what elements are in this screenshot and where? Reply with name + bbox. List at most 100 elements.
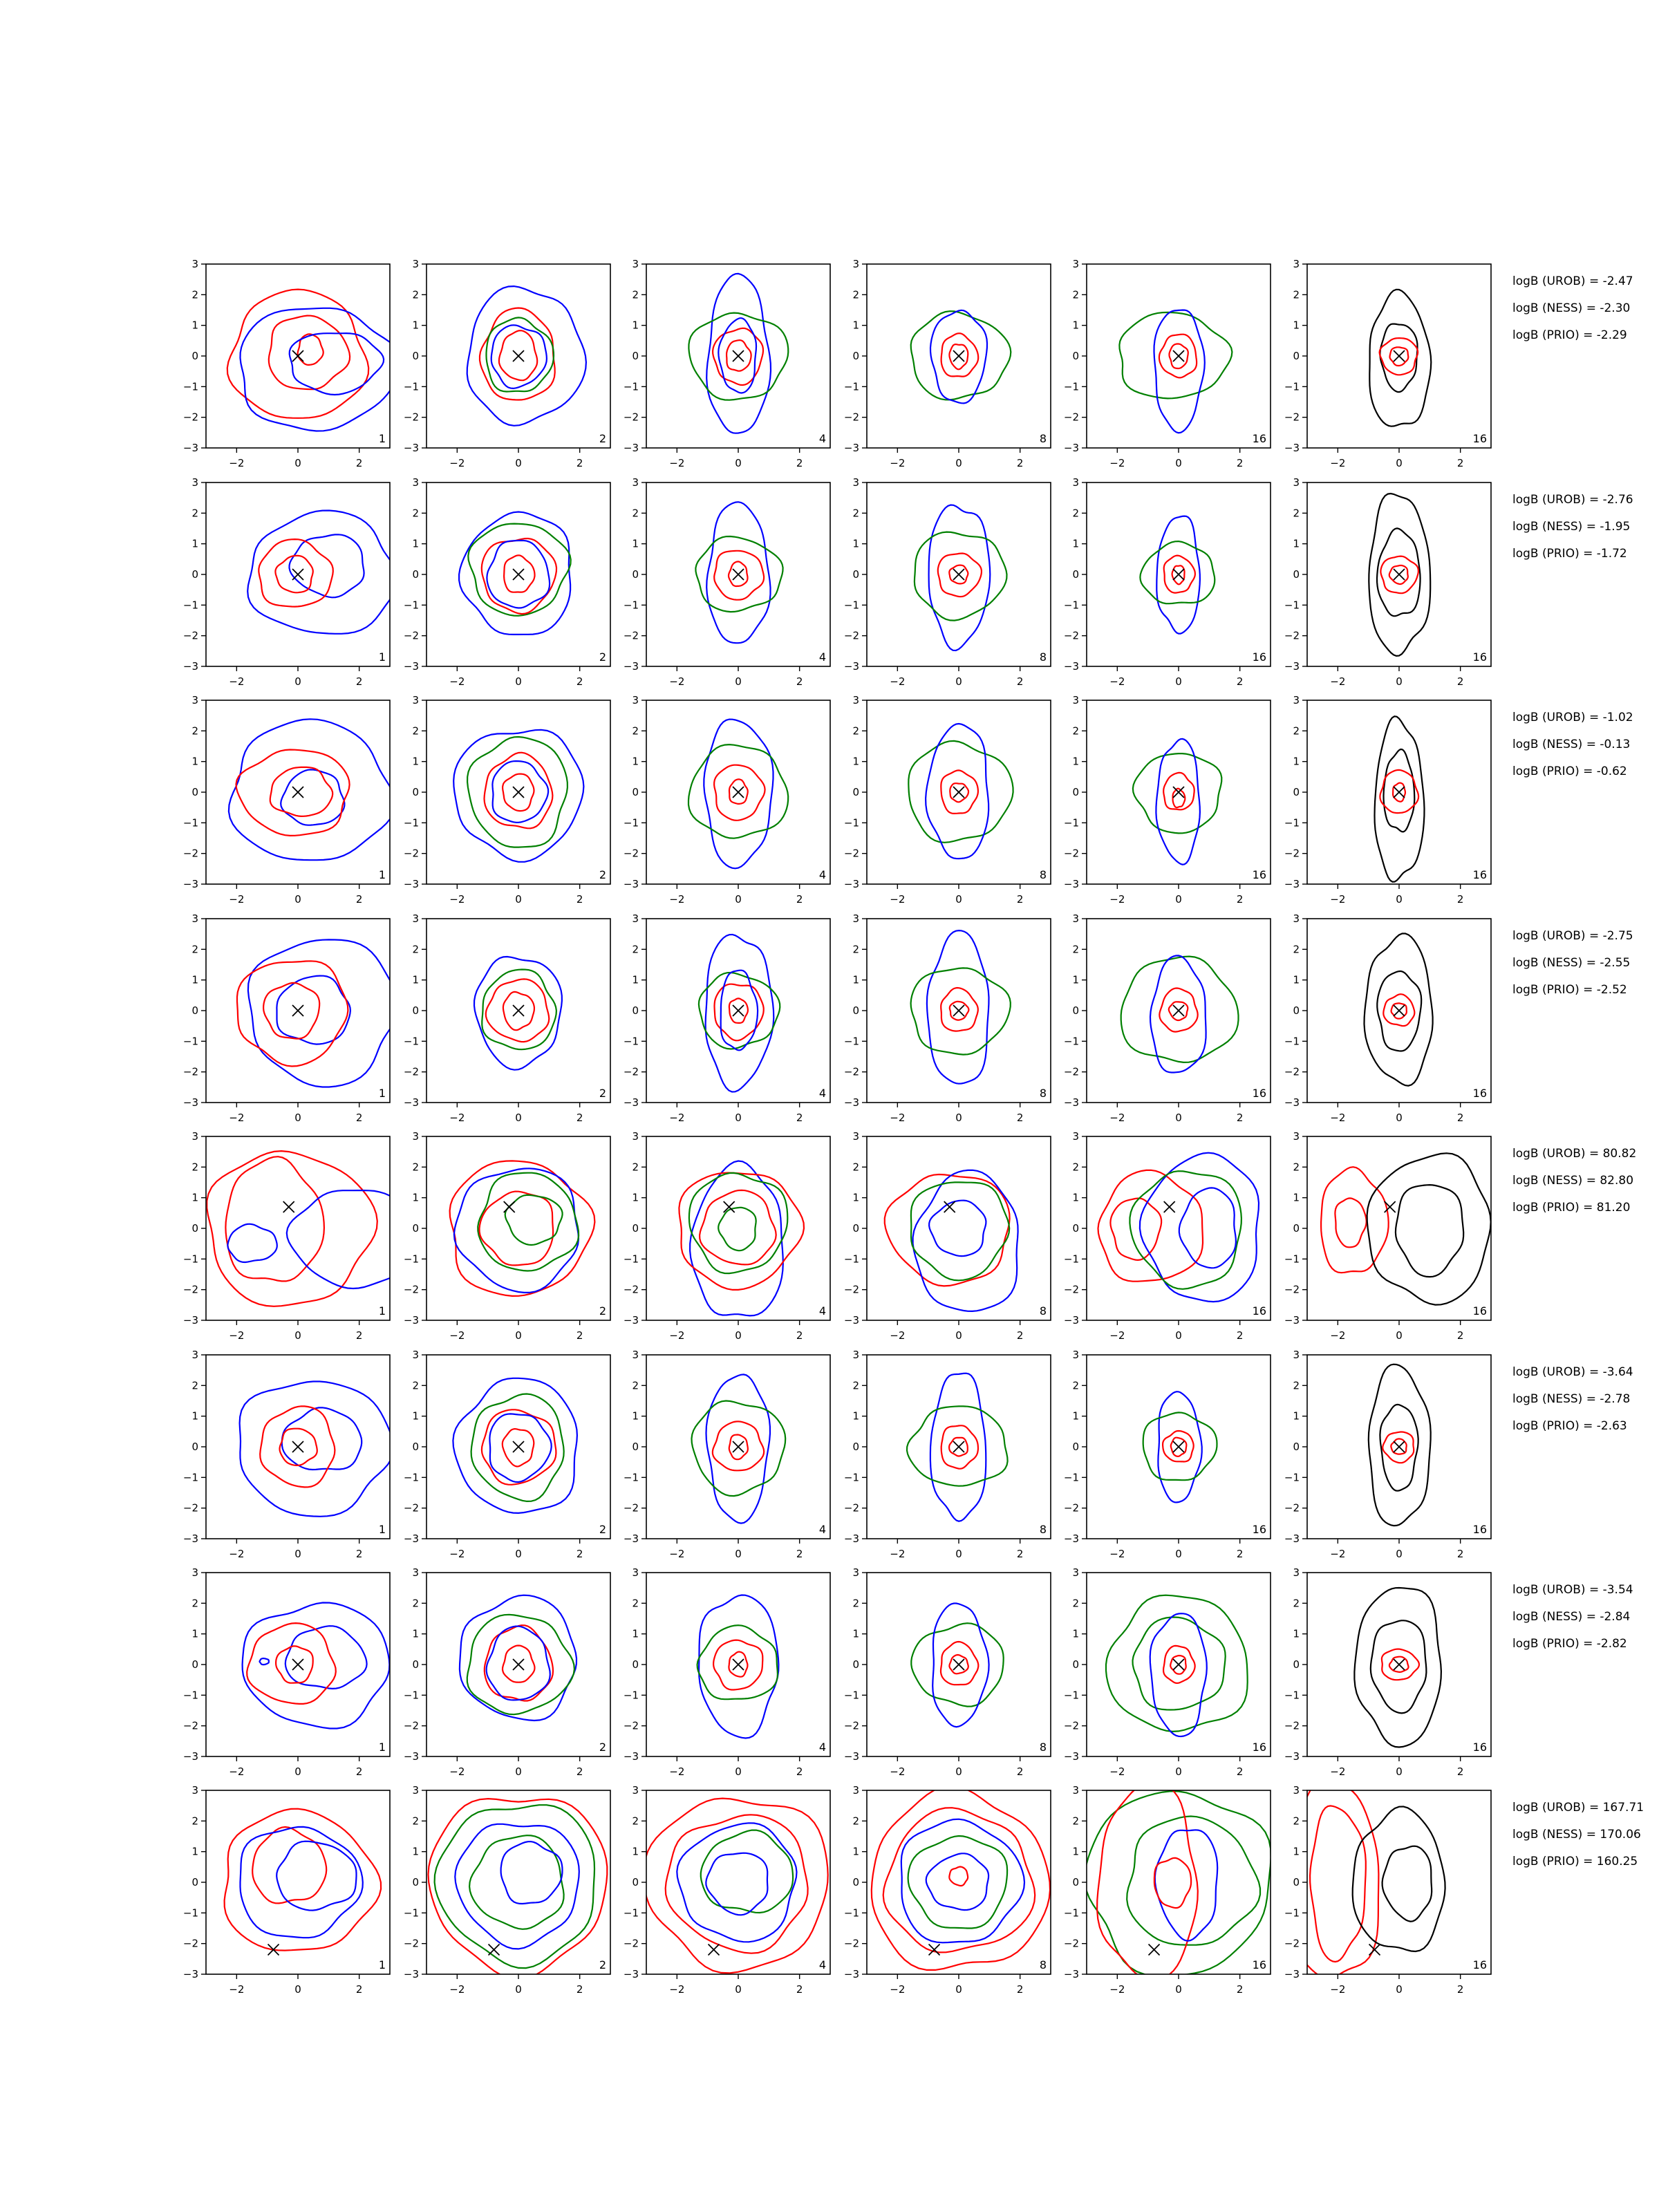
contour-group <box>1087 1790 1271 1974</box>
x-tick-label: 0 <box>515 675 522 688</box>
y-tick-label: −2 <box>404 411 419 424</box>
contour-group <box>883 1169 1019 1313</box>
x-tick-label: 2 <box>1017 1329 1024 1342</box>
marker-x <box>1147 1943 1161 1956</box>
contour-line-red <box>1170 1436 1188 1458</box>
x-tick-label: 0 <box>955 1983 962 1996</box>
x-tick-label: 0 <box>1396 675 1403 688</box>
contour-line-blue <box>1156 515 1201 635</box>
x-tick-label: 0 <box>515 1983 522 1996</box>
y-tick-label: 3 <box>1072 476 1079 489</box>
panel-r1-c2: −2 0 2 3 2 1 0 −1 −2 −3 2 <box>404 258 611 469</box>
panel-corner-label: 1 <box>379 1304 386 1318</box>
x-tick-label: 0 <box>955 1548 962 1560</box>
contour-line-green <box>1139 540 1216 605</box>
contour-line-blue <box>280 769 346 826</box>
y-tick-label: 2 <box>852 1161 859 1173</box>
y-tick-label: −1 <box>1284 816 1300 829</box>
logb-annotations-row-7: logB (UROB) = -3.54 logB (NESS) = -2.84 lo… <box>1512 1583 1633 1651</box>
y-tick-label: −2 <box>1284 411 1300 424</box>
contour-line-red <box>279 1427 318 1466</box>
marker-x <box>512 786 525 798</box>
contour-line-green <box>470 1393 565 1503</box>
contour-line-blue <box>720 969 759 1051</box>
x-tick-label: 2 <box>1017 457 1024 469</box>
y-tick-label: 1 <box>632 319 639 332</box>
y-tick-label: 2 <box>852 1815 859 1827</box>
x-tick-label: −2 <box>449 1983 465 1996</box>
x-tick-label: 2 <box>1237 1329 1244 1342</box>
panel-r5-c2: −2 0 2 3 2 1 0 −1 −2 −3 2 <box>404 1130 611 1342</box>
y-tick-label: −3 <box>624 1533 639 1545</box>
marker-x <box>1393 1441 1405 1453</box>
y-tick-label: −1 <box>183 1035 198 1047</box>
contour-group <box>687 718 789 870</box>
y-tick-label: 2 <box>632 1597 639 1609</box>
y-tick-label: −2 <box>183 847 198 860</box>
contour-line-blue <box>1178 1187 1237 1269</box>
contour-line-blue <box>929 1372 987 1522</box>
y-tick-label: 1 <box>632 1192 639 1204</box>
contour-line-blue <box>912 1169 1019 1313</box>
panel-corner-label: 1 <box>379 1958 386 1971</box>
contour-group <box>910 1602 1004 1728</box>
y-tick-label: −3 <box>183 1314 198 1327</box>
y-tick-label: −1 <box>1064 1035 1079 1047</box>
y-tick-label: 0 <box>852 1004 859 1017</box>
y-tick-label: 2 <box>852 507 859 519</box>
y-tick-label: 0 <box>412 350 419 362</box>
contour-line-blue <box>285 1190 390 1290</box>
y-tick-label: 2 <box>1293 1597 1300 1609</box>
y-tick-label: 0 <box>632 1658 639 1671</box>
x-tick-label: 0 <box>735 1112 742 1124</box>
y-tick-label: −3 <box>183 1968 198 1980</box>
marker-x <box>707 1943 720 1956</box>
panel-corner-label: 16 <box>1473 1087 1487 1100</box>
logb-label: logB (PRIO) = -1.72 <box>1512 547 1627 561</box>
y-tick-label: −3 <box>183 660 198 673</box>
panel-corner-label: 8 <box>1040 1304 1047 1318</box>
y-tick-label: −3 <box>1284 878 1300 890</box>
y-tick-label: 0 <box>852 1876 859 1888</box>
y-tick-label: 3 <box>852 476 859 489</box>
contour-group <box>1320 1152 1491 1306</box>
contour-line-black <box>1376 970 1423 1052</box>
contour-line-blue <box>227 718 390 861</box>
x-tick-label: 2 <box>1017 893 1024 906</box>
y-tick-label: 2 <box>632 507 639 519</box>
marker-x <box>292 1004 304 1017</box>
contour-line-blue <box>284 1625 368 1690</box>
contour-line-red <box>483 751 554 830</box>
x-tick-label: 0 <box>1175 1329 1182 1342</box>
y-tick-label: 0 <box>632 1222 639 1235</box>
x-tick-label: 2 <box>796 675 803 688</box>
y-tick-label: 2 <box>412 943 419 955</box>
x-tick-label: 2 <box>1237 1548 1244 1560</box>
y-tick-label: 1 <box>1293 1846 1300 1858</box>
y-tick-label: 1 <box>412 756 419 768</box>
x-tick-label: −2 <box>890 1112 905 1124</box>
x-tick-label: −2 <box>669 675 684 688</box>
contour-line-green <box>910 1622 1004 1707</box>
panel-r4-c3: −2 0 2 3 2 1 0 −1 −2 −3 4 <box>624 912 831 1124</box>
panel-corner-label: 16 <box>1253 1741 1266 1754</box>
y-tick-label: 3 <box>1293 912 1300 925</box>
panel-r7-c3: −2 0 2 3 2 1 0 −1 −2 −3 4 <box>624 1566 831 1778</box>
panel-corner-label: 1 <box>379 650 386 664</box>
y-tick-label: −1 <box>183 599 198 611</box>
contour-line-blue <box>928 1199 987 1257</box>
x-tick-label: −2 <box>449 1329 465 1342</box>
logb-label: logB (UROB) = -2.76 <box>1512 493 1633 507</box>
contour-line-green <box>466 735 569 848</box>
x-tick-label: 0 <box>515 1548 522 1560</box>
y-tick-label: −3 <box>183 442 198 454</box>
panel-r2-c5: −2 0 2 3 2 1 0 −1 −2 −3 16 <box>1064 476 1271 688</box>
y-tick-label: −3 <box>844 1533 859 1545</box>
marker-x <box>1172 786 1185 798</box>
logb-label: logB (PRIO) = 81.20 <box>1512 1201 1630 1215</box>
y-tick-label: −1 <box>624 1035 639 1047</box>
contour-line-blue <box>453 1168 580 1294</box>
contour-line-red <box>948 564 969 585</box>
y-tick-label: −3 <box>1064 442 1079 454</box>
contour-line-red <box>940 769 979 815</box>
